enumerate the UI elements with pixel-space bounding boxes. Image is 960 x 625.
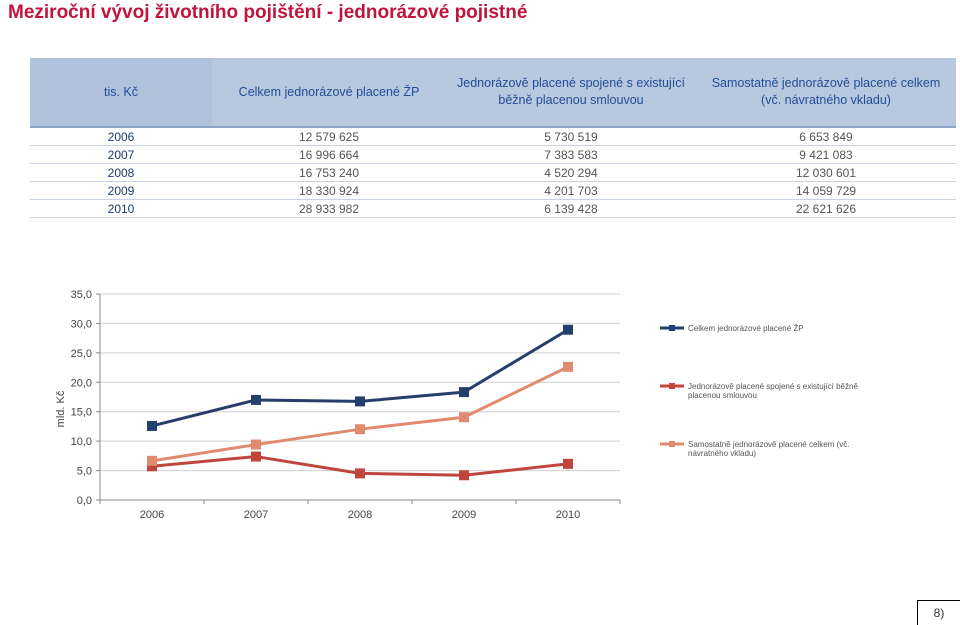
table-header-total: Celkem jednorázové placené ŽP <box>212 58 446 127</box>
line-chart-svg: 0,0 5,0 10,0 15,0 20,0 25,0 30,0 35,0 2006 2007 20… <box>55 289 858 521</box>
table-header-linked: Jednorázově placené spojené s existující… <box>446 58 696 127</box>
y-tick-label: 35,0 <box>71 289 92 301</box>
data-point-s2-3 <box>459 412 469 423</box>
y-tick-label: 10,0 <box>71 436 92 448</box>
data-table: tis. Kč Celkem jednorázové placené ŽP Je… <box>30 58 956 218</box>
legend-label: placenou smlouvou <box>688 391 757 400</box>
table-cell: 16 753 240 <box>212 163 446 182</box>
table-row: 2009 18 330 924 4 201 703 14 059 729 <box>30 181 956 200</box>
y-tick-label: 0,0 <box>77 495 92 507</box>
table-header-row: tis. Kč Celkem jednorázové placené ŽP Je… <box>30 58 956 127</box>
table-cell: 7 383 583 <box>446 145 696 164</box>
table-row: 2010 28 933 982 6 139 428 22 621 626 <box>30 199 956 218</box>
legend-swatch-marker <box>669 441 675 447</box>
table-cell: 9 421 083 <box>696 145 956 164</box>
table-row: 2008 16 753 240 4 520 294 12 030 601 <box>30 163 956 182</box>
table-header-standalone: Samostatně jednorázově placené celkem (v… <box>696 58 956 127</box>
data-point-s1-4 <box>563 458 573 469</box>
data-point-s2-2 <box>355 424 365 435</box>
table-cell-year: 2007 <box>30 145 212 164</box>
data-point-s1-3 <box>459 470 469 481</box>
data-point-s2-1 <box>251 439 261 450</box>
table-cell-year: 2008 <box>30 163 212 182</box>
y-tick-label: 20,0 <box>71 377 92 389</box>
y-axis-label: mld. Kč <box>55 390 67 427</box>
x-tick-label: 2010 <box>556 509 580 521</box>
table-header-unit: tis. Kč <box>30 58 212 127</box>
legend-swatch-marker <box>669 383 675 389</box>
table-row: 2006 12 579 625 5 730 519 6 653 849 <box>30 126 956 146</box>
y-tick-label: 15,0 <box>71 407 92 419</box>
page-title: Meziroční vývoj životního pojištění - je… <box>8 2 528 23</box>
data-point-s0-0 <box>147 420 157 431</box>
table-cell: 5 730 519 <box>446 126 696 146</box>
data-point-s1-0 <box>147 461 157 472</box>
data-point-s1-2 <box>355 468 365 479</box>
y-tick-label: 5,0 <box>77 466 92 478</box>
data-point-s0-4 <box>563 324 573 335</box>
table-cell: 16 996 664 <box>212 145 446 164</box>
x-tick-label: 2007 <box>244 509 268 521</box>
series-line-2 <box>151 365 569 463</box>
legend-label: návratného vkladu) <box>688 449 756 458</box>
legend-label: Samostatně jednorázově placené celkem (v… <box>688 440 849 449</box>
table-cell: 6 139 428 <box>446 199 696 218</box>
line-chart: 0,0 5,0 10,0 15,0 20,0 25,0 30,0 35,0 2006 2007 20… <box>0 280 960 530</box>
legend-swatch-marker <box>669 325 675 331</box>
data-point-s0-1 <box>251 394 261 405</box>
table-cell-year: 2006 <box>30 126 212 146</box>
data-point-s0-2 <box>355 396 365 407</box>
table-cell: 12 579 625 <box>212 126 446 146</box>
table-cell: 4 201 703 <box>446 181 696 200</box>
data-point-s1-1 <box>251 451 261 462</box>
x-tick-label: 2008 <box>348 509 372 521</box>
legend-label: Jednorázově placené spojené s existující… <box>688 382 858 391</box>
table-cell-year: 2009 <box>30 181 212 200</box>
data-point-s2-0 <box>147 455 157 466</box>
table-cell: 4 520 294 <box>446 163 696 182</box>
legend-label: Celkem jednorázové placené ŽP <box>688 324 804 333</box>
data-point-s0-3 <box>459 387 469 398</box>
table-cell: 12 030 601 <box>696 163 956 182</box>
table-cell: 18 330 924 <box>212 181 446 200</box>
table-cell: 6 653 849 <box>696 126 956 146</box>
table-cell: 22 621 626 <box>696 199 956 218</box>
page-number: 8) <box>917 600 960 625</box>
table-cell: 14 059 729 <box>696 181 956 200</box>
x-tick-label: 2009 <box>452 509 476 521</box>
y-tick-label: 25,0 <box>71 348 92 360</box>
y-tick-label: 30,0 <box>71 318 92 330</box>
x-tick-label: 2006 <box>140 509 164 521</box>
data-point-s2-4 <box>563 361 573 372</box>
table-cell-year: 2010 <box>30 199 212 218</box>
table-row: 2007 16 996 664 7 383 583 9 421 083 <box>30 145 956 164</box>
table-cell: 28 933 982 <box>212 199 446 218</box>
